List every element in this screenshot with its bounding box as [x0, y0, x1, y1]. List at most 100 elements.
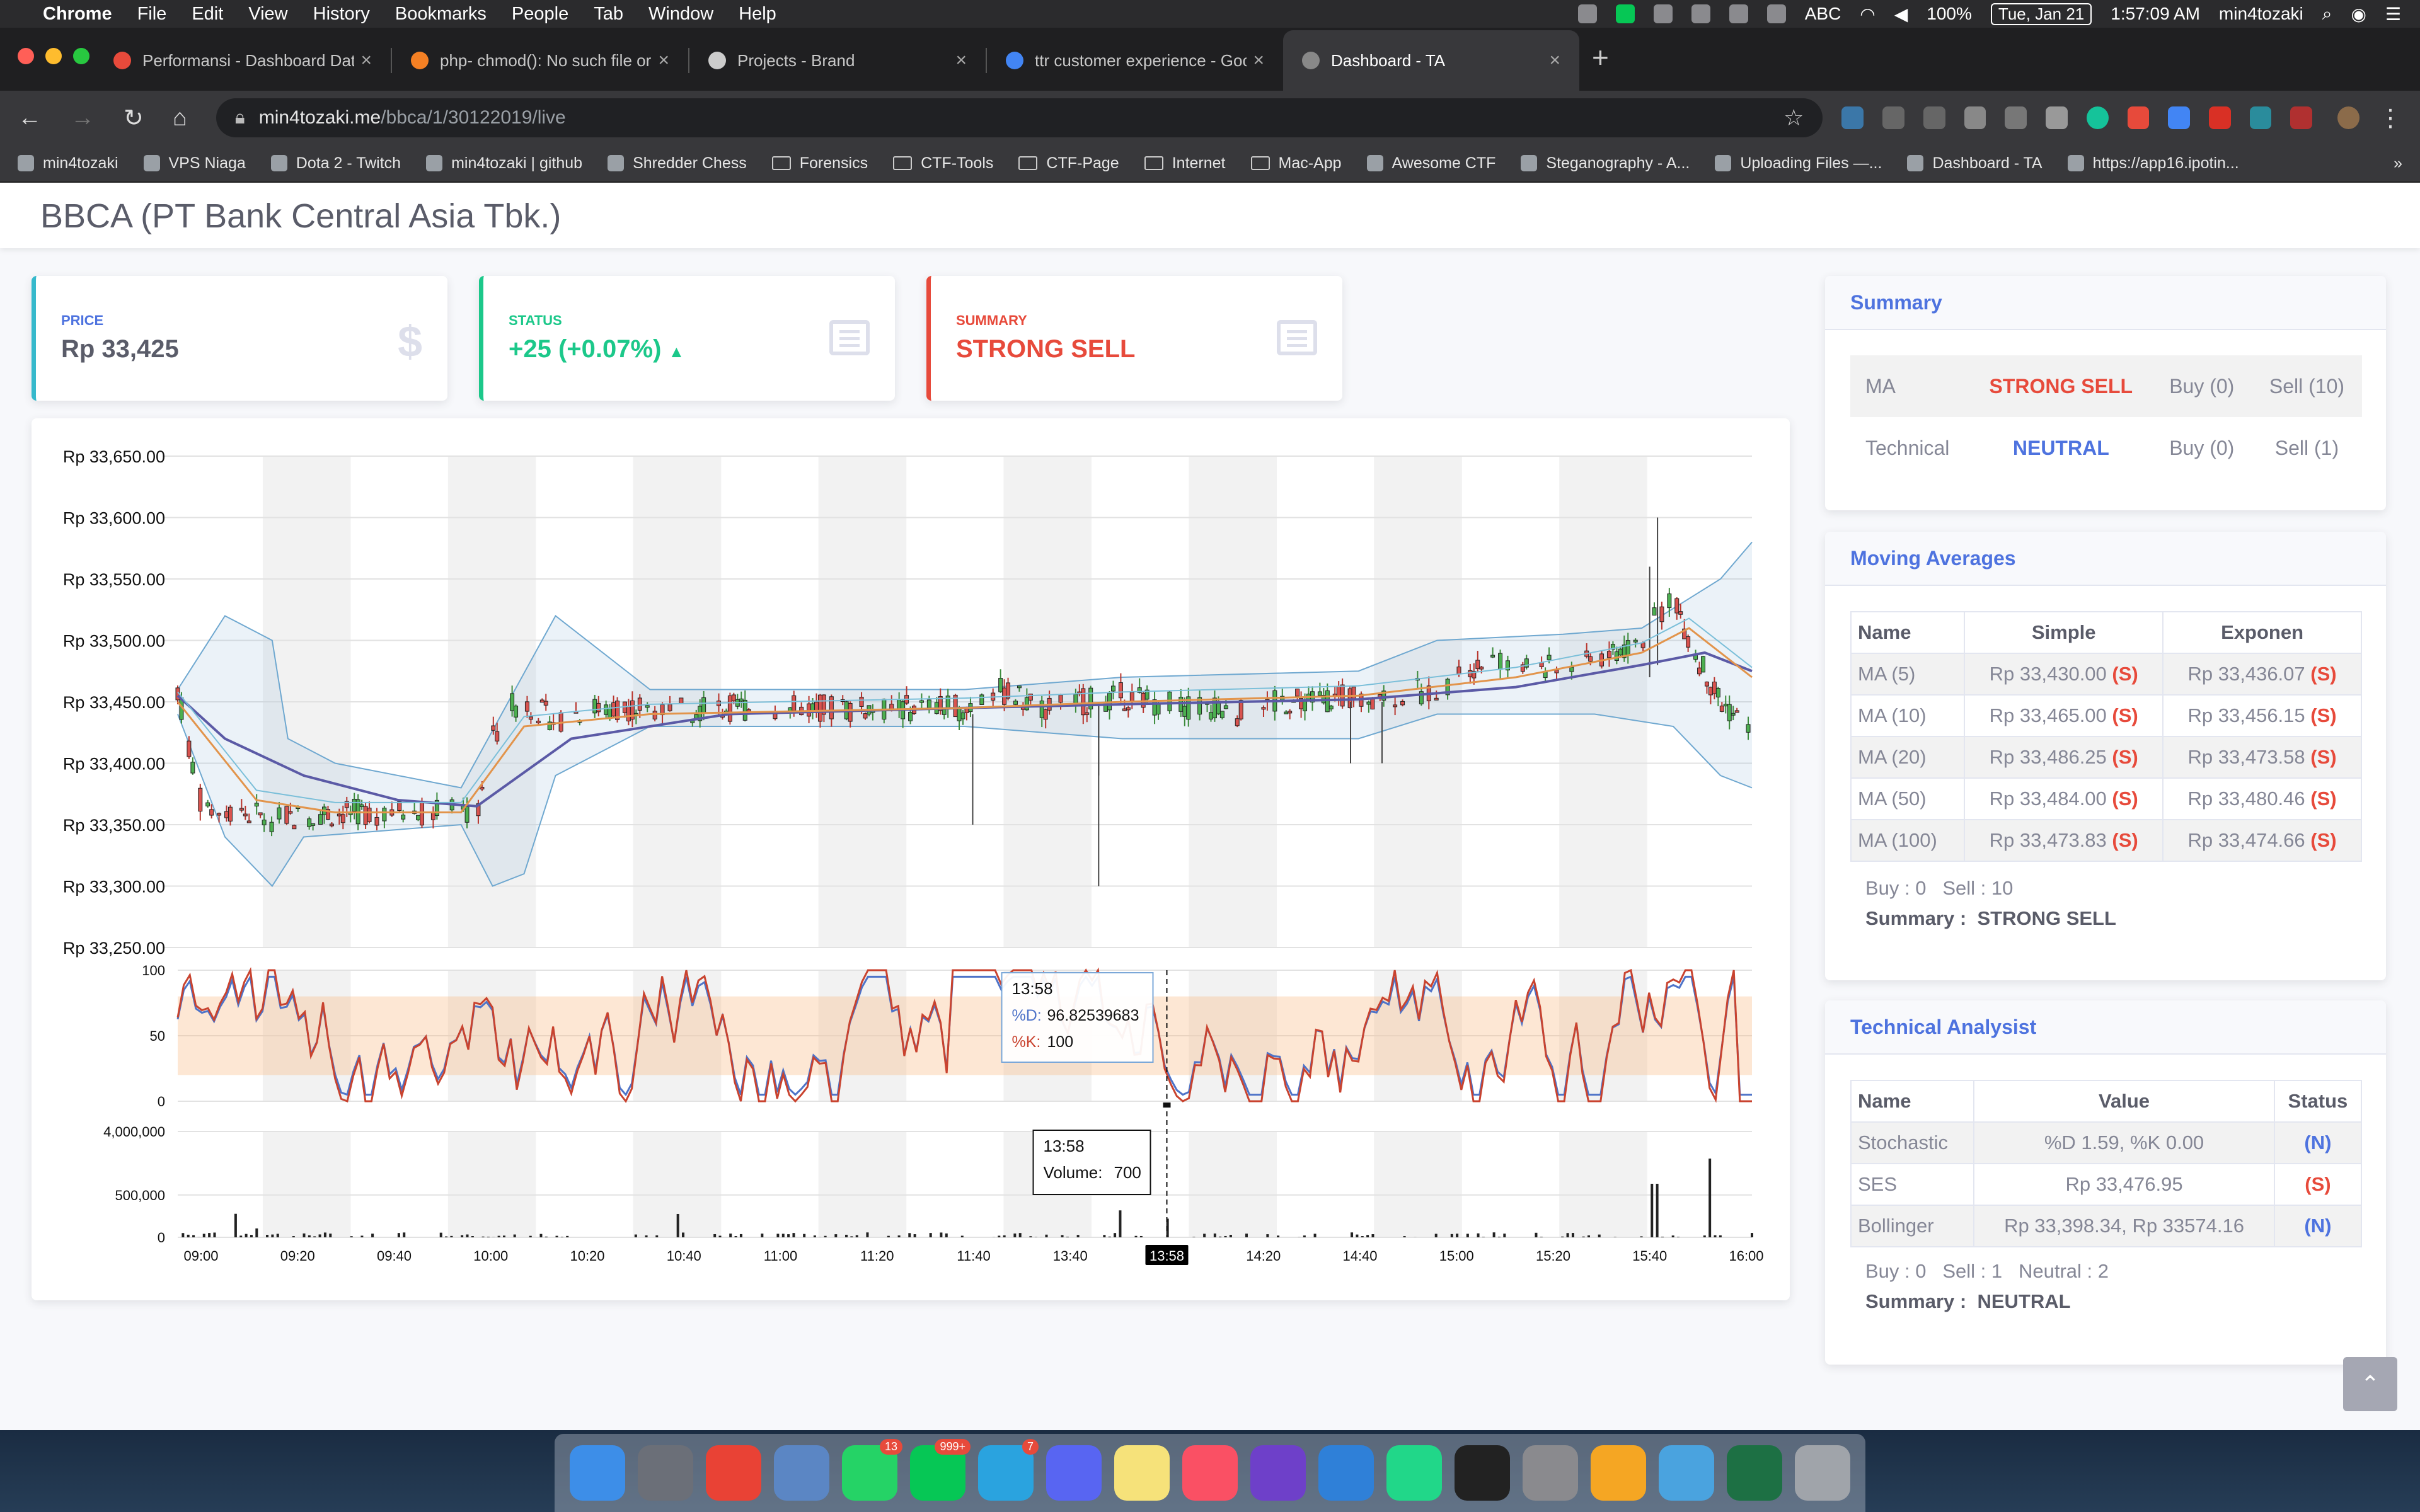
dock-app-icon[interactable] — [1114, 1445, 1170, 1501]
extension-shield-icon[interactable] — [2005, 106, 2027, 129]
bookmark-item[interactable]: Forensics — [771, 154, 868, 173]
extension-icon[interactable] — [2046, 106, 2068, 129]
extension-translate-icon[interactable] — [2168, 106, 2190, 129]
dock-app-icon[interactable] — [774, 1445, 829, 1501]
menu-window[interactable]: Window — [648, 3, 714, 24]
extension-icon[interactable] — [1882, 106, 1904, 129]
candle-body — [1058, 694, 1063, 703]
tray-app-icon[interactable] — [1729, 4, 1748, 23]
menu-edit[interactable]: Edit — [192, 3, 224, 24]
dock-app-icon[interactable] — [1727, 1445, 1782, 1501]
tab-close-icon[interactable]: × — [360, 50, 372, 71]
input-source[interactable]: ABC — [1804, 4, 1841, 23]
bookmark-item[interactable]: CTF-Tools — [893, 154, 993, 173]
menu-view[interactable]: View — [248, 3, 288, 24]
tray-app-icon[interactable] — [1653, 4, 1673, 23]
extension-icon[interactable] — [1923, 106, 1945, 129]
dock-app-icon[interactable] — [1523, 1445, 1578, 1501]
tab-2[interactable]: php- chmod(): No such file or di × — [392, 30, 688, 91]
menu-help[interactable]: Help — [739, 3, 776, 24]
menu-history[interactable]: History — [313, 3, 370, 24]
tray-app-icon[interactable] — [1691, 4, 1710, 23]
bookmark-item[interactable]: min4tozaki | github — [426, 154, 582, 173]
menu-file[interactable]: File — [137, 3, 167, 24]
extension-icon[interactable] — [2127, 106, 2150, 129]
tab-close-icon[interactable]: × — [1549, 50, 1560, 71]
dock-app-icon[interactable]: 13 — [842, 1439, 902, 1501]
menubar-time[interactable]: 1:57:09 AM — [2111, 4, 2200, 23]
extension-python-icon[interactable] — [1841, 106, 1864, 129]
scroll-to-top-button[interactable]: ⌃ — [2343, 1357, 2397, 1411]
bookmark-item[interactable]: Dashboard - TA — [1907, 154, 2043, 173]
dock-app-icon[interactable] — [1318, 1445, 1374, 1501]
tab-4[interactable]: ttr customer experience - Googl × — [987, 30, 1283, 91]
bookmark-item[interactable]: Shredder Chess — [608, 154, 747, 173]
bookmark-item[interactable]: » — [2394, 154, 2402, 173]
extension-icon[interactable] — [2249, 106, 2272, 129]
bookmark-item[interactable]: CTF-Page — [1018, 154, 1119, 173]
extension-icon[interactable] — [2290, 106, 2313, 129]
chrome-menu-icon[interactable]: ⋮ — [2378, 105, 2402, 132]
dock-app-icon[interactable] — [1455, 1445, 1510, 1501]
profile-avatar[interactable] — [2337, 106, 2360, 129]
spotlight-icon[interactable]: ⌕ — [2322, 3, 2332, 23]
tab-1[interactable]: Performansi - Dashboard Datin × — [95, 30, 391, 91]
extension-icon[interactable] — [2209, 106, 2231, 129]
candlestick-chart[interactable]: Rp 33,650.00 Rp 33,600.00 Rp 33,550.00 Rp 3… — [32, 418, 1790, 1300]
bookmark-item[interactable]: Dota 2 - Twitch — [270, 154, 401, 173]
dock-app-icon[interactable] — [1659, 1445, 1714, 1501]
bookmark-item[interactable]: min4tozaki — [18, 154, 118, 173]
dock-app-icon[interactable] — [706, 1445, 761, 1501]
siri-icon[interactable]: ◉ — [2351, 4, 2366, 24]
tab-close-icon[interactable]: × — [658, 50, 669, 71]
tray-app-icon[interactable] — [1766, 4, 1786, 23]
volume-icon[interactable]: ◀ — [1894, 4, 1908, 24]
close-window-button[interactable] — [18, 48, 34, 64]
notification-center-icon[interactable]: ☰ — [2385, 4, 2401, 24]
dock-app-icon[interactable] — [570, 1445, 625, 1501]
tray-line-icon[interactable] — [1615, 4, 1635, 23]
extension-grammarly-icon[interactable] — [2086, 106, 2109, 129]
menubar-date[interactable]: Tue, Jan 21 — [1990, 3, 2092, 25]
home-button[interactable]: ⌂ — [172, 104, 187, 131]
extension-icon[interactable] — [1964, 106, 1986, 129]
menu-tab[interactable]: Tab — [594, 3, 623, 24]
dock-app-icon[interactable] — [1182, 1445, 1238, 1501]
zoom-window-button[interactable] — [73, 48, 89, 64]
tab-close-icon[interactable]: × — [955, 50, 967, 71]
candle-body — [209, 809, 214, 816]
address-bar[interactable]: 🔒︎ min4tozaki.me /bbca/1/30122019/live ☆ — [216, 98, 1823, 137]
tray-app-icon[interactable] — [1577, 4, 1597, 23]
dock-app-icon[interactable] — [1250, 1445, 1306, 1501]
dock-app-icon[interactable] — [1795, 1445, 1850, 1501]
lock-icon[interactable]: 🔒︎ — [234, 107, 245, 128]
menubar-user[interactable]: min4tozaki — [2218, 4, 2303, 23]
tab-5[interactable]: Dashboard - TA × — [1283, 30, 1579, 91]
dock-app-icon[interactable]: 7 — [978, 1439, 1039, 1501]
dock-app-icon[interactable] — [1386, 1445, 1442, 1501]
dock-app-icon[interactable]: 999+ — [910, 1439, 971, 1501]
bookmark-item[interactable]: Steganography - A... — [1521, 154, 1690, 173]
tab-3[interactable]: Projects - Brand × — [689, 30, 986, 91]
bookmark-item[interactable]: Internet — [1144, 154, 1226, 173]
reload-button[interactable]: ↻ — [124, 105, 144, 132]
menu-bookmarks[interactable]: Bookmarks — [395, 3, 487, 24]
bookmark-item[interactable]: VPS Niaga — [143, 154, 246, 173]
dock-app-icon[interactable] — [1046, 1445, 1102, 1501]
menu-people[interactable]: People — [511, 3, 569, 24]
bookmark-star-icon[interactable]: ☆ — [1783, 105, 1804, 130]
minimize-window-button[interactable] — [45, 48, 62, 64]
forward-button[interactable]: → — [71, 104, 95, 131]
battery-percent[interactable]: 100% — [1927, 4, 1972, 23]
dock-app-icon[interactable] — [1591, 1445, 1646, 1501]
wifi-icon[interactable]: ◠ — [1860, 4, 1876, 24]
bookmark-item[interactable]: Awesome CTF — [1366, 154, 1495, 173]
bookmark-item[interactable]: Mac-App — [1250, 154, 1342, 173]
menu-app-name[interactable]: Chrome — [43, 3, 112, 24]
tab-close-icon[interactable]: × — [1253, 50, 1264, 71]
dock-app-icon[interactable] — [638, 1445, 693, 1501]
new-tab-button[interactable]: + — [1592, 41, 1609, 74]
bookmark-item[interactable]: https://app16.ipotin... — [2067, 154, 2239, 173]
back-button[interactable]: ← — [18, 104, 42, 131]
bookmark-item[interactable]: Uploading Files —... — [1715, 154, 1882, 173]
